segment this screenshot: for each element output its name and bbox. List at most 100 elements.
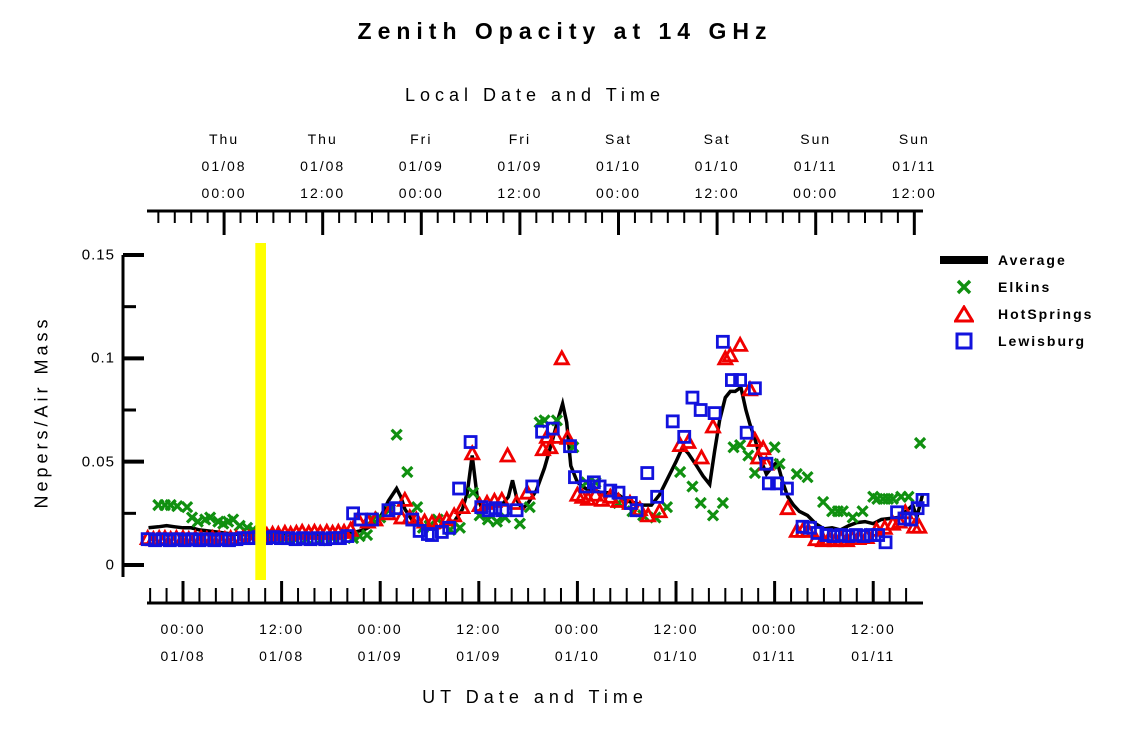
elkins-x-marker xyxy=(401,465,414,479)
top-label-time: 00:00 xyxy=(398,185,444,201)
hotsprings-triangle-marker xyxy=(453,497,472,515)
top-label-day: Sun xyxy=(898,131,930,147)
top-axis-title: Local Date and Time xyxy=(404,85,666,105)
lewisburg-square-marker xyxy=(819,528,834,542)
hotsprings-triangle-marker xyxy=(392,508,411,525)
bottom-label-time: 12:00 xyxy=(653,621,699,637)
lewisburg-square-marker xyxy=(281,531,296,546)
lewisburg-square-marker xyxy=(463,435,478,449)
lewisburg-square-marker xyxy=(273,531,288,546)
bottom-label-time: 12:00 xyxy=(850,621,896,637)
hotsprings-triangle-marker xyxy=(498,446,517,463)
lewisburg-square-marker xyxy=(856,529,871,543)
top-label-date: 01/11 xyxy=(892,158,937,174)
hotsprings-triangle-marker xyxy=(639,505,657,523)
lewisburg-square-marker xyxy=(707,406,722,421)
lewisburg-square-marker xyxy=(545,421,560,436)
lewisburg-square-marker xyxy=(568,470,582,485)
elkins-x-marker xyxy=(203,511,217,524)
bottom-label-time: 00:00 xyxy=(160,621,206,637)
lewisburg-square-marker xyxy=(333,531,347,546)
lewisburg-square-marker xyxy=(826,529,841,543)
lewisburg-square-marker xyxy=(405,512,420,527)
y-tick-label: 0.15 xyxy=(81,246,115,264)
elkins-x-marker xyxy=(856,505,869,518)
hotsprings-triangle-marker xyxy=(507,493,526,510)
lewisburg-square-marker xyxy=(185,532,199,547)
lewisburg-square-marker xyxy=(915,492,930,507)
top-label-date: 01/08 xyxy=(201,158,247,174)
top-axis-label: Sun 01/11 12:00 xyxy=(892,126,937,207)
bottom-label-time: 00:00 xyxy=(554,621,600,637)
lewisburg-square-marker xyxy=(563,439,577,454)
bottom-label-date: 01/09 xyxy=(357,648,403,664)
lewisburg-square-marker xyxy=(677,429,692,444)
lewisburg-square-marker xyxy=(303,532,318,547)
top-label-time: 12:00 xyxy=(891,185,937,201)
hotsprings-triangle-marker xyxy=(541,437,560,455)
top-label-day: Sat xyxy=(604,131,633,147)
lewisburg-square-marker xyxy=(863,528,878,542)
elkins-x-marker xyxy=(523,501,536,514)
lewisburg-square-marker xyxy=(724,373,739,387)
lewisburg-square-marker xyxy=(236,531,251,546)
elkins-x-marker xyxy=(453,521,467,534)
hotsprings-triangle-marker xyxy=(778,498,797,516)
lewisburg-square-marker xyxy=(177,533,192,548)
top-label-date: 01/10 xyxy=(595,158,642,174)
bottom-label-date: 01/11 xyxy=(851,648,896,664)
top-axis-label: Fri 01/09 12:00 xyxy=(497,126,542,207)
elkins-x-marker xyxy=(490,515,504,528)
lewisburg-square-marker xyxy=(214,532,229,547)
highlight-band xyxy=(255,243,266,580)
elkins-x-marker xyxy=(716,496,729,510)
bottom-axis-label: 00:00 01/10 xyxy=(555,616,600,670)
lewisburg-square-marker xyxy=(266,530,281,544)
lewisburg-square-marker xyxy=(761,476,776,491)
y-tick-label: 0.1 xyxy=(91,349,115,367)
bottom-label-date: 01/08 xyxy=(259,648,305,664)
elkins-x-marker xyxy=(886,492,900,505)
lewisburg-square-marker xyxy=(365,512,379,527)
lewisburg-square-marker xyxy=(685,390,700,405)
lewisburg-square-marker xyxy=(795,519,810,534)
lewisburg-square-marker xyxy=(310,531,325,546)
top-label-time: 00:00 xyxy=(793,185,839,201)
bottom-axis-label: 00:00 01/08 xyxy=(160,616,205,670)
top-label-date: 01/10 xyxy=(694,158,740,174)
lewisburg-square-marker xyxy=(155,532,170,547)
lewisburg-square-marker xyxy=(640,466,655,480)
hotsprings-triangle-marker xyxy=(890,512,909,529)
top-label-time: 00:00 xyxy=(595,185,642,201)
elkins-x-marker xyxy=(180,501,194,514)
top-axis-label: Sat 01/10 12:00 xyxy=(695,126,740,207)
bottom-axis-label: 12:00 01/08 xyxy=(259,616,304,670)
top-label-day: Fri xyxy=(508,131,532,147)
legend-label: Elkins xyxy=(998,278,1052,295)
elkins-x-marker xyxy=(171,499,184,513)
y-axis-title: Nepers/Air Mass xyxy=(31,315,52,509)
lewisburg-square-marker xyxy=(318,532,333,547)
lewisburg-square-marker xyxy=(650,489,665,504)
top-label-day: Sat xyxy=(703,131,731,147)
elkins-x-marker xyxy=(768,441,781,454)
top-label-time: 00:00 xyxy=(201,185,247,201)
top-label-date: 01/09 xyxy=(497,158,543,174)
top-label-date: 01/09 xyxy=(398,158,444,174)
lewisburg-square-marker xyxy=(878,535,893,550)
lewisburg-square-marker xyxy=(495,503,510,518)
elkins-x-marker xyxy=(742,449,755,462)
hotsprings-triangle-marker xyxy=(704,417,722,434)
hotsprings-triangle-marker xyxy=(754,438,772,456)
lewisburg-square-marker xyxy=(325,531,340,546)
elkins-x-marker xyxy=(836,505,849,518)
elkins-x-marker xyxy=(790,467,803,481)
lewisburg-square-marker xyxy=(509,503,524,518)
top-label-day: Thu xyxy=(209,131,240,147)
lewisburg-square-marker xyxy=(603,483,618,498)
top-label-date: 01/11 xyxy=(793,158,838,174)
bottom-axis-label: 00:00 01/11 xyxy=(752,616,797,670)
top-label-day: Thu xyxy=(307,131,338,147)
bottom-label-time: 12:00 xyxy=(259,621,305,637)
lewisburg-square-marker xyxy=(340,529,355,543)
